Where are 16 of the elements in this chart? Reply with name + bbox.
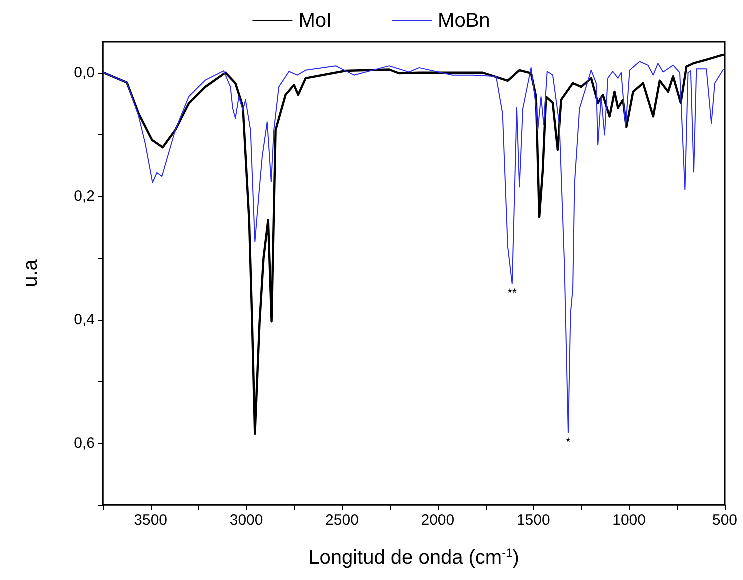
x-tick-label: 500	[712, 512, 738, 529]
x-tick-label: 2000	[421, 512, 455, 529]
annotation: **	[508, 286, 518, 300]
y-tick-label: 0,6	[74, 434, 95, 452]
x-tick-label: 3500	[134, 512, 168, 529]
x-tick-label: 1500	[516, 512, 550, 529]
y-axis-title: u.a	[20, 258, 42, 288]
y-tick-label: 0,2	[74, 188, 95, 205]
x-tick-label: 1000	[612, 512, 646, 529]
annotation: *	[566, 434, 572, 449]
x-tick-label: 3000	[230, 512, 264, 529]
y-tick-label: 0,0	[74, 64, 95, 82]
legend-label: MoI	[298, 10, 332, 32]
y-tick-label: 0,4	[74, 311, 95, 328]
legend-label: MoBn	[438, 10, 490, 32]
x-tick-label: 2500	[326, 512, 359, 529]
